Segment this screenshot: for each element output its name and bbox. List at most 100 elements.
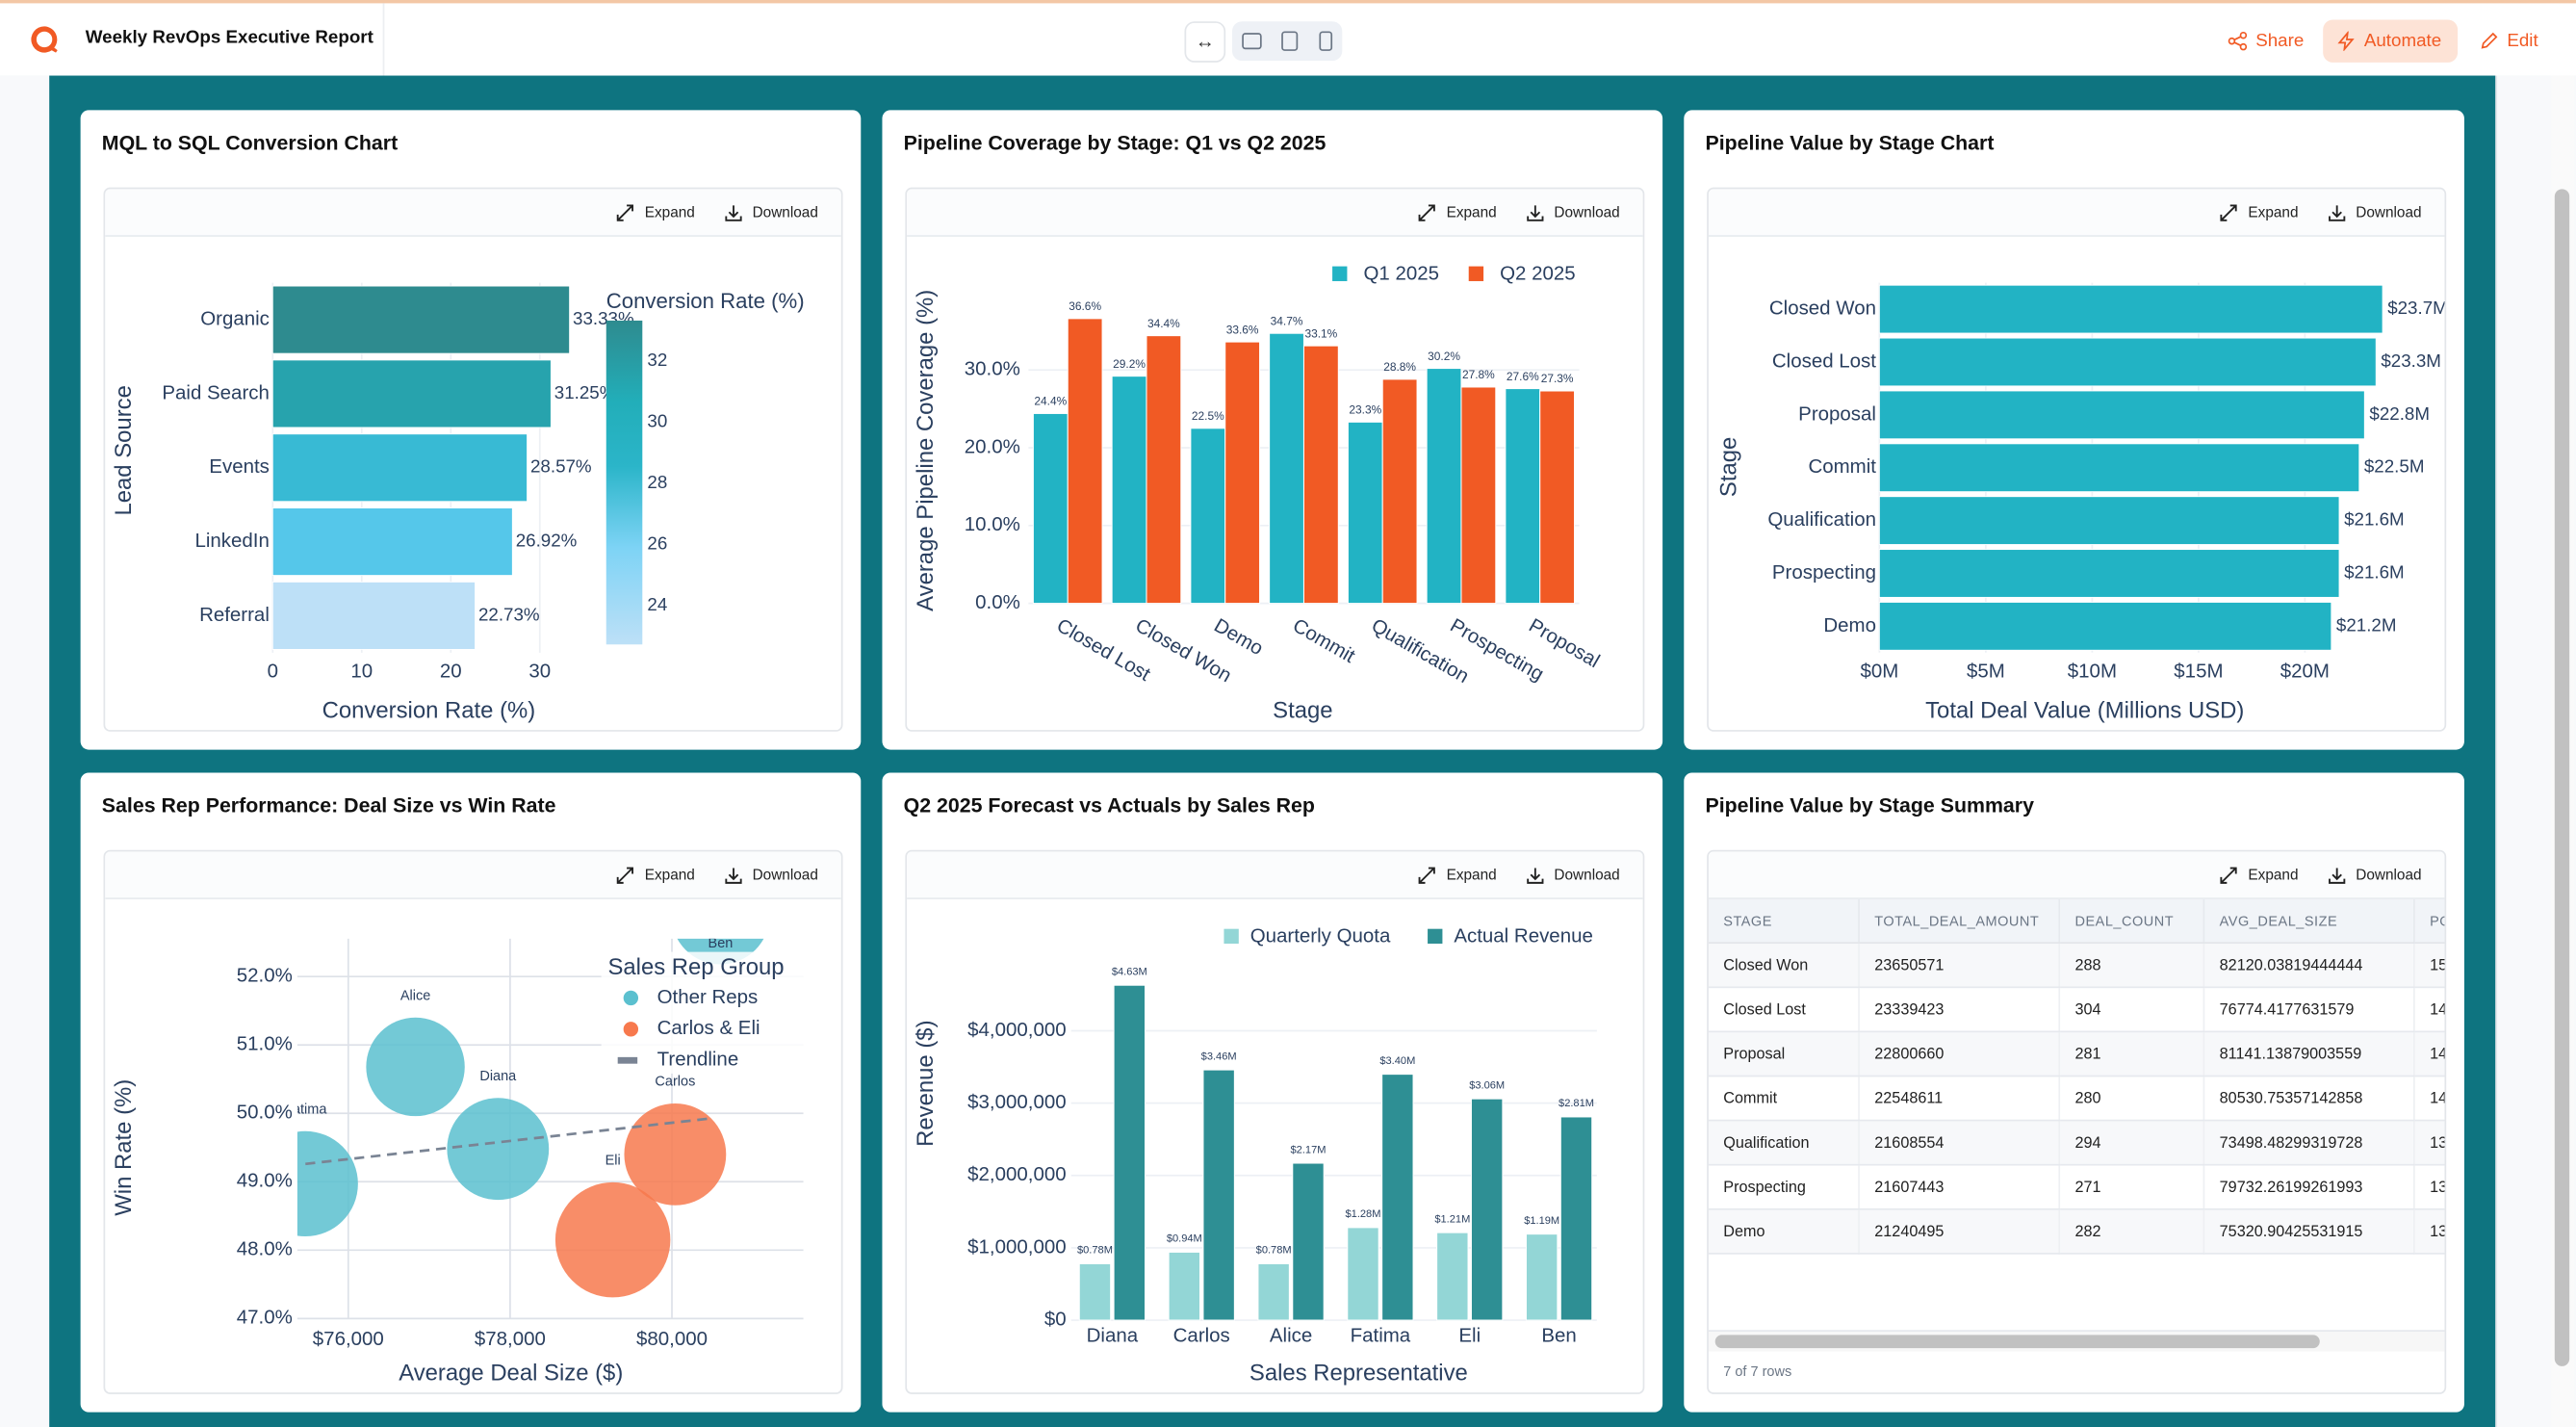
expand-button[interactable]: Expand (2220, 203, 2299, 221)
panel-toolbar: Expand Download (907, 189, 1643, 237)
y-tick-label: 50.0% (237, 1102, 293, 1124)
chart: $76,000 $78,000 $80,000 47.0% 48.0% 49.0% 50.0… (111, 938, 804, 1387)
data-label: 29.2% (1113, 357, 1146, 371)
full-width-toggle-icon[interactable]: ↔ (1184, 21, 1226, 63)
table-cell: 73498.48299319728 (2203, 1120, 2415, 1166)
expand-button[interactable]: Expand (617, 203, 695, 221)
column-header[interactable]: AVG_DEAL_SIZE (2203, 898, 2415, 945)
table-cell: 79732.26199261993 (2203, 1164, 2415, 1210)
panel-toolbar: Expand Download (105, 851, 841, 899)
column-header[interactable]: DEAL_COUNT (2059, 898, 2205, 945)
vertical-scrollbar[interactable] (2551, 75, 2575, 1427)
chart: 0.0%10.0%20.0%30.0%24.4%36.6%Closed Lost… (913, 263, 1604, 724)
desktop-preview-icon[interactable] (1242, 33, 1262, 50)
download-button[interactable]: Download (1526, 203, 1620, 221)
table-cell: 13 (2413, 1120, 2445, 1166)
horizontal-scrollbar[interactable] (1708, 1330, 2445, 1352)
forecast-vs-actuals-card: Q2 2025 Forecast vs Actuals by Sales Rep… (882, 772, 1663, 1413)
download-label: Download (2356, 203, 2422, 221)
expand-button[interactable]: Expand (2220, 866, 2299, 884)
download-label: Download (752, 866, 818, 883)
x-tick-label: Alice (1270, 1325, 1312, 1347)
bar (1470, 1098, 1504, 1321)
app-logo-icon[interactable] (30, 25, 60, 55)
y-tick-label: 30.0% (965, 358, 1020, 380)
tablet-preview-icon[interactable] (1281, 31, 1300, 51)
automate-button[interactable]: Automate (2323, 19, 2459, 63)
data-label: 36.6% (1069, 299, 1101, 313)
table-row[interactable]: Proposal 22800660 281 81141.13879003559 14 (1708, 1031, 2445, 1077)
x-axis-title: Stage (1273, 698, 1332, 724)
column-header[interactable]: STAGE (1708, 898, 1860, 945)
pencil-icon (2481, 32, 2498, 49)
table-cell: 23339423 (1859, 987, 2061, 1033)
y-tick-label: Proposal (1798, 402, 1876, 425)
data-label: $1.28M (1346, 1208, 1381, 1220)
trendline (305, 1116, 714, 1166)
lightning-icon (2337, 31, 2355, 51)
horizontal-scrollbar-thumb[interactable] (1714, 1335, 2320, 1349)
x-tick-label: Carlos (1173, 1325, 1230, 1347)
table-cell: Closed Lost (1708, 987, 1860, 1033)
expand-label: Expand (644, 866, 695, 883)
table-row[interactable]: Closed Lost 23339423 304 76774.4177631579 14 (1708, 987, 2445, 1033)
bubble (366, 1017, 465, 1117)
data-label: 22.5% (1192, 409, 1224, 423)
y-tick-label: $0 (1044, 1308, 1067, 1330)
legend-label: Other Reps (657, 986, 759, 1008)
edit-button[interactable]: Edit (2466, 19, 2552, 62)
left-gutter (0, 75, 50, 1427)
table-row[interactable]: Qualification 21608554 294 73498.4829931972… (1708, 1120, 2445, 1166)
bar (1878, 390, 2365, 440)
column-header[interactable]: TOTAL_DEAL_AMOUNT (1859, 898, 2061, 945)
table-row[interactable]: Prospecting 21607443 271 79732.26199261993 1… (1708, 1164, 2445, 1210)
share-button[interactable]: Share (2215, 19, 2317, 62)
bar (1878, 284, 2383, 334)
y-tick-label: Demo (1823, 614, 1876, 636)
bar (1878, 496, 2340, 545)
bar (1190, 428, 1226, 605)
legend-label: Q1 2025 (1364, 263, 1440, 285)
data-label: 24.4% (1034, 395, 1067, 408)
table-cell: Commit (1708, 1076, 1860, 1122)
download-button[interactable]: Download (725, 866, 818, 884)
data-label: $0.94M (1167, 1233, 1202, 1245)
expand-label: Expand (2248, 203, 2299, 221)
expand-icon (1419, 866, 1436, 883)
download-button[interactable]: Download (2328, 203, 2422, 221)
data-label: $2.17M (1291, 1144, 1327, 1155)
bar (1168, 1251, 1201, 1321)
bar (1426, 368, 1462, 605)
column-header[interactable]: PO (2413, 898, 2445, 945)
data-label: $4.63M (1112, 966, 1147, 977)
download-button[interactable]: Download (1526, 866, 1620, 884)
bar (1505, 388, 1541, 605)
table-cell: Qualification (1708, 1120, 1860, 1166)
row-count: 7 of 7 rows (1723, 1362, 1792, 1380)
expand-icon (2221, 866, 2238, 883)
download-button[interactable]: Download (725, 203, 818, 221)
table-row[interactable]: Closed Won 23650571 288 82120.03819444444 15 (1708, 943, 2445, 989)
x-tick-label: Eli (1458, 1325, 1481, 1347)
expand-label: Expand (644, 203, 695, 221)
table-row[interactable]: Commit 22548611 280 80530.75357142858 14 (1708, 1076, 2445, 1122)
download-label: Download (1554, 203, 1620, 221)
expand-icon (1419, 203, 1436, 221)
table-cell: 271 (2059, 1164, 2205, 1210)
download-icon (725, 867, 742, 883)
vertical-scrollbar-thumb[interactable] (2554, 189, 2570, 1366)
mobile-preview-icon[interactable] (1319, 31, 1332, 51)
expand-button[interactable]: Expand (617, 866, 695, 884)
expand-button[interactable]: Expand (1419, 866, 1497, 884)
bar (1302, 345, 1339, 605)
table-cell: 14 (2413, 987, 2445, 1033)
legend-swatch (1224, 928, 1239, 945)
download-button[interactable]: Download (2328, 866, 2422, 884)
bubble-label: Alice (400, 988, 430, 1003)
table-cell: 14 (2413, 1031, 2445, 1077)
expand-button[interactable]: Expand (1419, 203, 1497, 221)
table-row[interactable]: Demo 21240495 282 75320.90425531915 13 (1708, 1208, 2445, 1255)
data-label: $0.78M (1256, 1245, 1292, 1257)
legend-marker (617, 1056, 638, 1064)
bar (1257, 1262, 1290, 1321)
